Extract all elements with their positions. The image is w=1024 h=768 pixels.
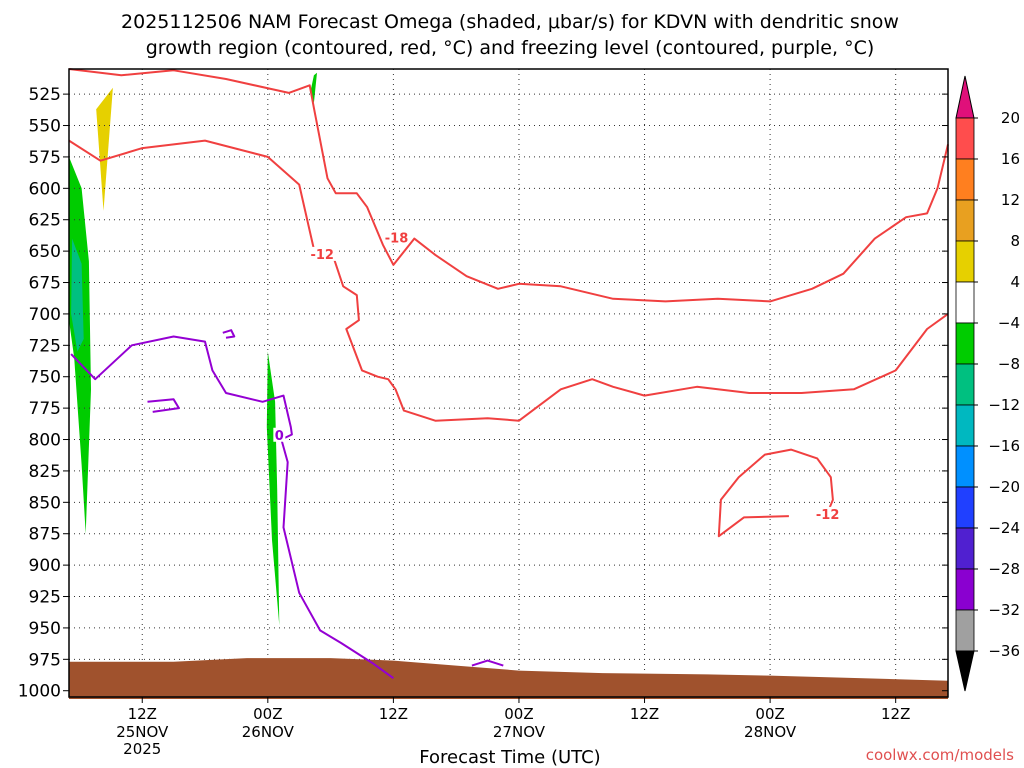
- temp-contour-2: [717, 448, 834, 538]
- contour-layer: -18 -12 -12 0: [68, 68, 949, 680]
- colorbar-swatch: [955, 158, 975, 201]
- y-tick-label: 700: [29, 305, 61, 325]
- x-tick-time: 12Z: [379, 705, 408, 723]
- x-tick-time: 00Z: [253, 705, 282, 723]
- x-tick-date: 27NOV: [493, 723, 546, 741]
- temp-contour-0: [68, 139, 949, 422]
- y-tick-label: 800: [29, 431, 61, 451]
- colorbar-swatch: [955, 404, 975, 447]
- colorbar-label: 4: [1010, 273, 1020, 291]
- x-tick-date: 26NOV: [242, 723, 295, 741]
- plot-area: -18 -12 -12 0: [68, 68, 949, 699]
- colorbar-label: −32: [988, 601, 1020, 619]
- freezing-contour-1: [147, 398, 180, 413]
- freezing-contour-3: [471, 659, 504, 667]
- omega-shade-0: [96, 87, 113, 211]
- x-tick-time: 00Z: [755, 705, 784, 723]
- y-tick-label: 950: [29, 619, 61, 639]
- y-tick-label: 875: [29, 525, 61, 545]
- y-tick-label: 525: [29, 85, 61, 105]
- colorbar-swatch: [955, 322, 975, 365]
- x-tick-date: 28NOV: [744, 723, 797, 741]
- colorbar-label: 20: [1001, 109, 1020, 127]
- colorbar-swatch: [955, 609, 975, 652]
- y-tick-label: 775: [29, 399, 61, 419]
- freezing-contour-2: [222, 329, 236, 339]
- colorbar-label: −20: [988, 478, 1020, 496]
- y-tick-label: 925: [29, 588, 61, 608]
- colorbar-swatch: [955, 445, 975, 488]
- temp-contour-0-label: -18: [385, 232, 409, 247]
- colorbar-label: −12: [988, 396, 1020, 414]
- colorbar-label: −36: [988, 642, 1020, 660]
- colorbar-bottom-arrow: [955, 650, 975, 692]
- chart-title-line1: 2025112506 NAM Forecast Omega (shaded, μ…: [121, 11, 899, 33]
- y-axis: 525 550 575 600 625 650 675 700 725 750 775 800 825 8…: [18, 85, 948, 702]
- y-tick-label: 625: [29, 211, 61, 231]
- freezing-contour-0: [70, 335, 394, 680]
- y-tick-label: 825: [29, 462, 61, 482]
- terrain-ground: [69, 658, 948, 699]
- colorbar-label: −28: [988, 560, 1020, 578]
- y-tick-label: 975: [29, 650, 61, 670]
- colorbar-swatch: [955, 568, 975, 611]
- colorbar-label: 12: [1001, 191, 1020, 209]
- freezing-contour-0-label: 0: [275, 429, 284, 444]
- colorbar-top-arrow: [955, 75, 975, 119]
- colorbar-label: −16: [988, 437, 1020, 455]
- colorbar-swatch: [955, 199, 975, 242]
- colorbar-swatch: [955, 527, 975, 570]
- colorbar-swatch: [955, 281, 975, 324]
- omega-shade-3: [266, 351, 280, 626]
- temp-contour-2-label: -12: [816, 508, 840, 523]
- plot-background: [69, 69, 948, 697]
- x-tick-time: 00Z: [504, 705, 533, 723]
- temp-contour-1: [68, 68, 949, 303]
- y-tick-label: 600: [29, 179, 61, 199]
- watermark: coolwx.com/models: [866, 746, 1014, 764]
- y-tick-label: 675: [29, 274, 61, 294]
- chart-title-line2: growth region (contoured, red, °C) and f…: [146, 37, 875, 59]
- x-tick-time: 12Z: [630, 705, 659, 723]
- colorbar-swatch: [955, 363, 975, 406]
- colorbar-label: −4: [998, 314, 1020, 332]
- colorbar-label: 8: [1010, 232, 1020, 250]
- y-tick-label: 575: [29, 148, 61, 168]
- plot-frame: [68, 68, 949, 698]
- y-tick-label: 1000: [18, 682, 61, 702]
- freezing-contour-0-label-bg: [273, 427, 286, 442]
- x-tick-year: 2025: [123, 740, 161, 758]
- x-tick-time: 12Z: [881, 705, 910, 723]
- y-tick-label: 850: [29, 493, 61, 513]
- colorbar-swatch: [955, 486, 975, 529]
- y-tick-label: 900: [29, 556, 61, 576]
- y-tick-label: 725: [29, 336, 61, 356]
- colorbar-label: 16: [1001, 150, 1020, 168]
- omega-shade-2: [71, 238, 84, 352]
- x-tick-time: 12Z: [128, 705, 157, 723]
- colorbar-swatch: [955, 117, 975, 160]
- colorbar-label: −8: [998, 355, 1020, 373]
- y-tick-label: 650: [29, 242, 61, 262]
- temp-contour-1-label: -12: [310, 248, 334, 263]
- temp-contour-0-label-bg: [382, 230, 411, 245]
- terrain-layer: [69, 658, 948, 699]
- temp-contour-1-label-bg: [308, 246, 337, 261]
- y-tick-label: 550: [29, 117, 61, 137]
- temp-contour-2-label-bg: [813, 506, 842, 521]
- x-tick-date: 25NOV: [116, 723, 169, 741]
- colorbar: 20 16 12 8 4 −4 −8 −12 −16 −20 −24 −28 −32 −36: [955, 75, 1020, 692]
- colorbar-swatch: [955, 240, 975, 283]
- x-axis-label: Forecast Time (UTC): [419, 747, 600, 768]
- y-tick-label: 750: [29, 368, 61, 388]
- colorbar-label: −24: [988, 519, 1020, 537]
